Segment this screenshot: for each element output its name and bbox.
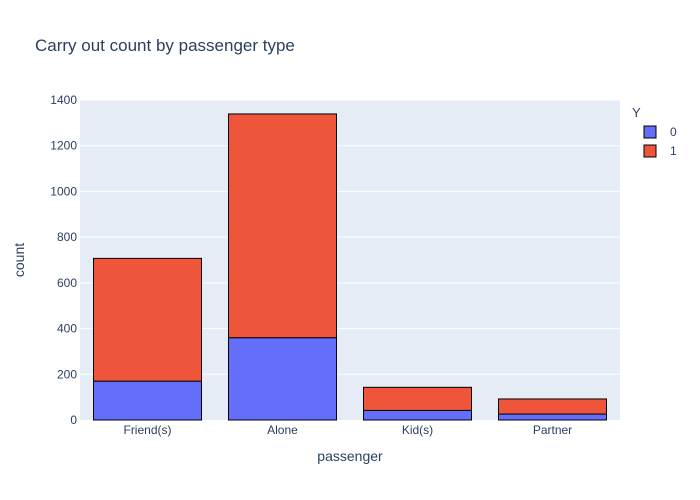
legend-swatch[interactable] [643,144,657,158]
y-tick-label: 400 [57,322,77,336]
x-tick-label: Kid(s) [402,423,433,437]
x-tick-label: Partner [533,423,572,437]
bar-friend-s-series-1[interactable] [93,257,202,382]
legend-label: 0 [670,125,677,139]
legend[interactable]: Y 0 1 [632,105,677,158]
bar-alone-series-0[interactable] [228,337,337,421]
y-tick-label: 1400 [50,93,77,107]
legend-title: Y [632,105,641,120]
y-axis-title: count [11,243,27,277]
y-tick-label: 1200 [50,139,77,153]
bar-partner-series-1[interactable] [498,398,607,415]
y-tick-label: 1000 [50,184,77,198]
bar-kid-s-series-0[interactable] [363,409,472,421]
y-tick-label: 600 [57,276,77,290]
bar-alone-series-1[interactable] [228,113,337,339]
chart-title: Carry out count by passenger type [35,36,295,55]
y-axis-ticks: 0 200 400 600 800 1000 1200 1400 [50,93,77,427]
x-axis-title: passenger [317,448,383,464]
x-tick-label: Friend(s) [123,423,171,437]
bar-friend-s-series-0[interactable] [93,380,202,421]
bars [93,113,607,421]
y-tick-label: 200 [57,367,77,381]
legend-label: 1 [670,144,677,158]
legend-swatch[interactable] [643,125,657,139]
bar-partner-series-0[interactable] [498,413,607,421]
y-tick-label: 0 [70,413,77,427]
x-axis-ticks: Friend(s) Alone Kid(s) Partner [123,423,572,437]
bar-kid-s-series-1[interactable] [363,386,472,411]
x-tick-label: Alone [267,423,298,437]
y-tick-label: 800 [57,230,77,244]
